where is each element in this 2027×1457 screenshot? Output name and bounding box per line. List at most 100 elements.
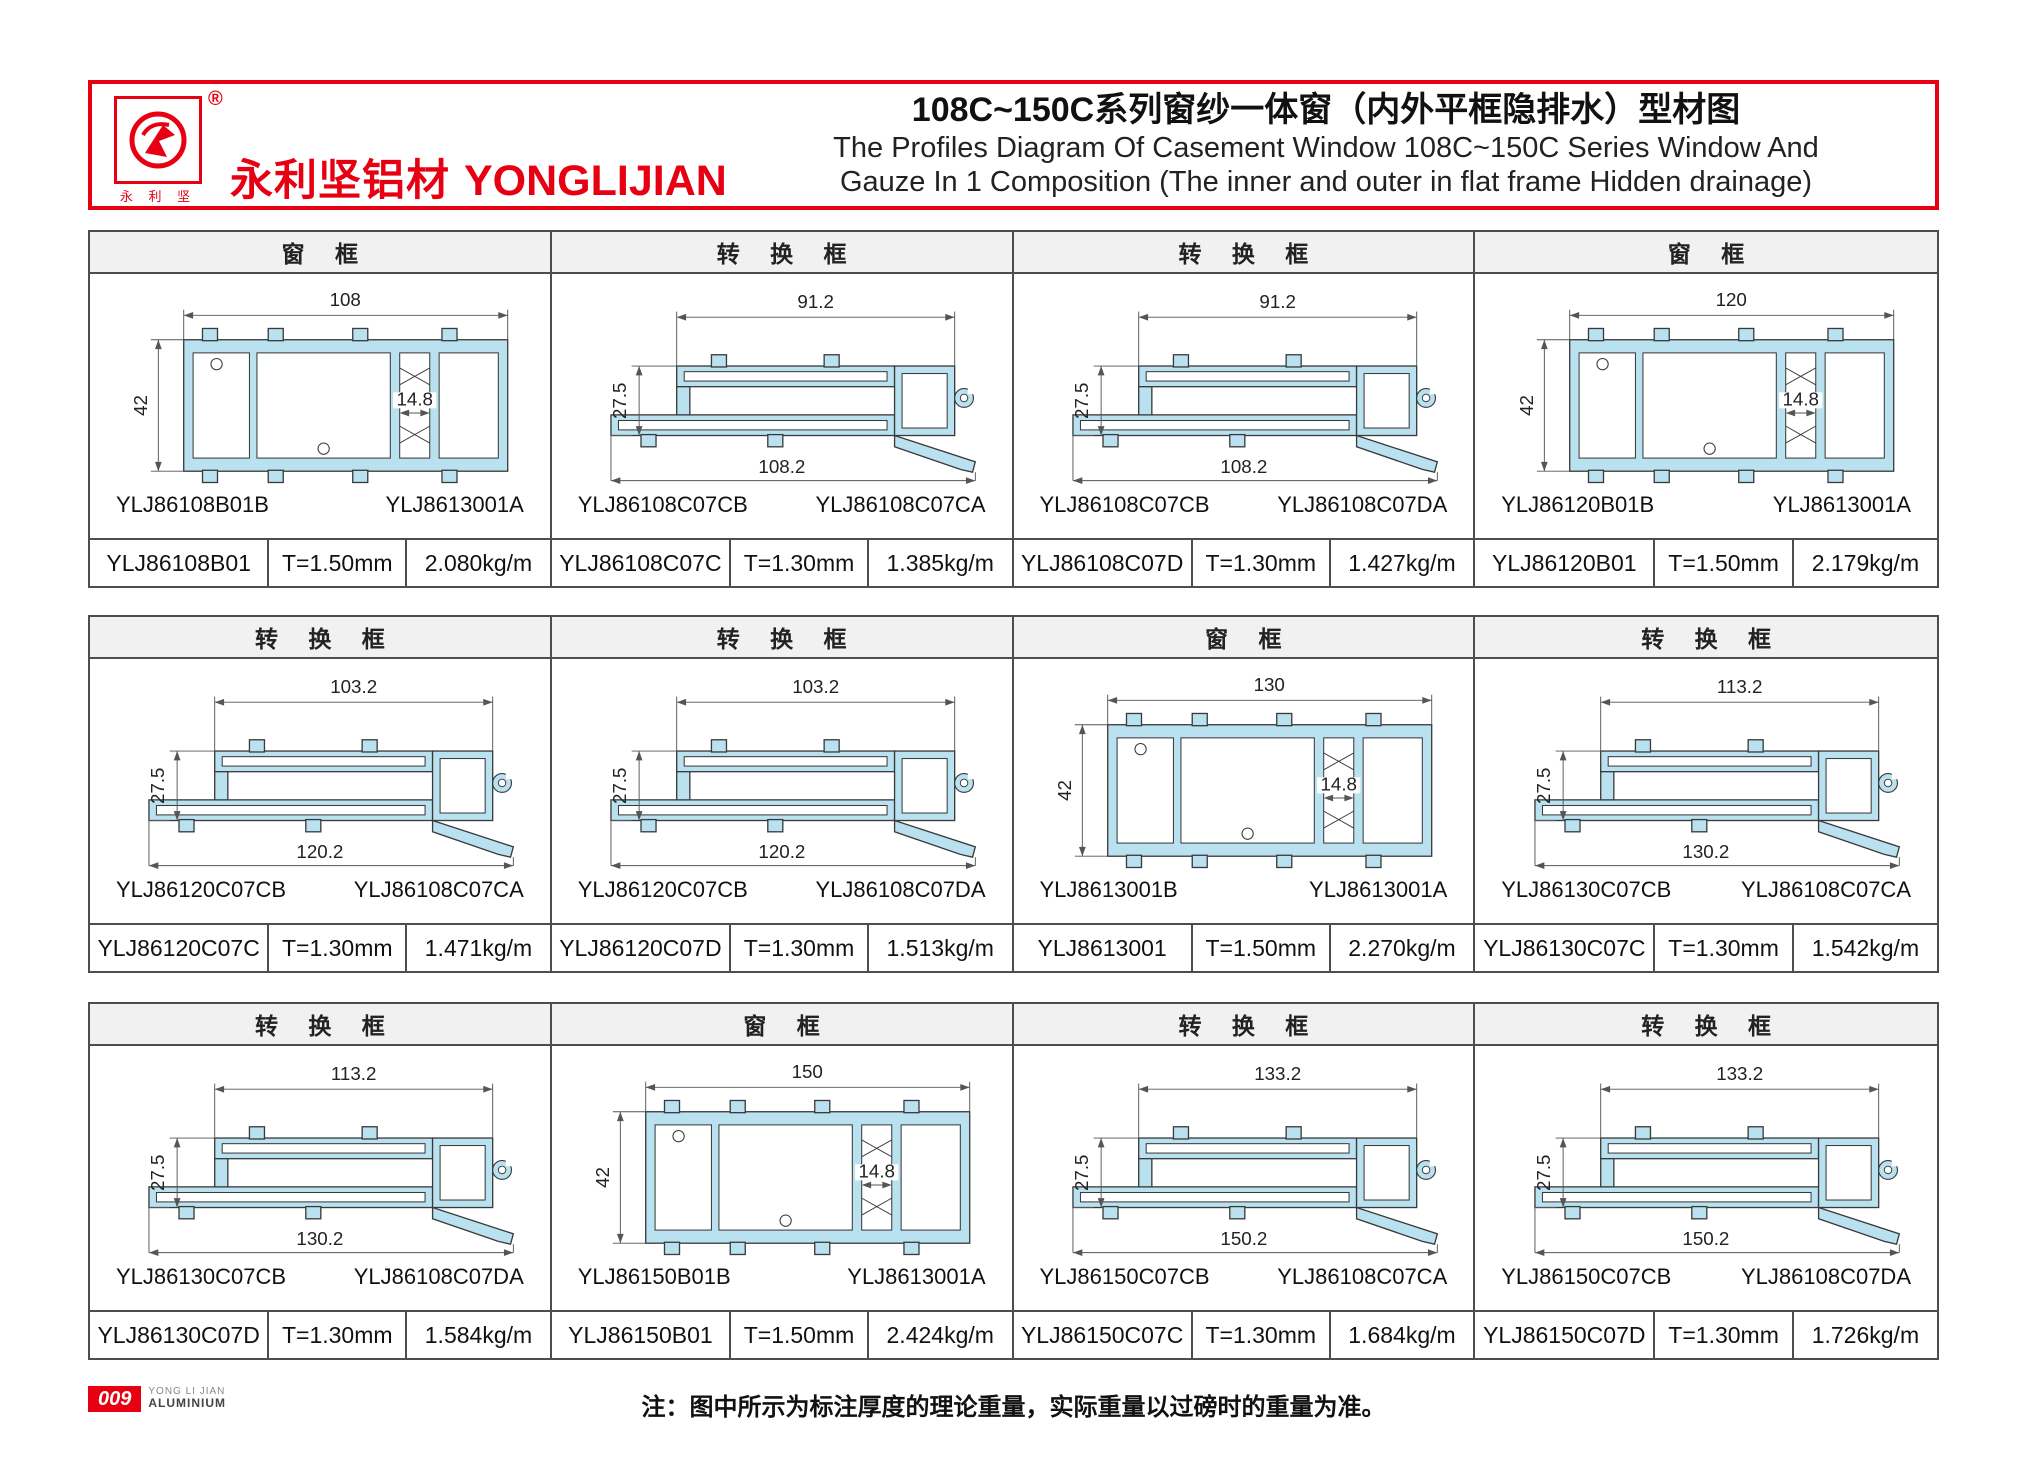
dimension-label: 103.2 [792, 676, 839, 697]
spec-code: YLJ86130C07D [90, 1312, 270, 1358]
cell-type-header: 转 换 框 [90, 617, 550, 659]
dimension-label: 150 [791, 1061, 822, 1082]
conversion-frame-cross-section: 103.2 27.5 120.2 [609, 676, 976, 869]
part-number-right: YLJ8613001A [1772, 492, 1911, 517]
dimension-label: 120.2 [296, 841, 343, 862]
profile-drawing: 113.2 27.5 130.2 [90, 1046, 550, 1262]
part-number-right: YLJ86108C07CA [353, 877, 524, 902]
spec-thickness: T=1.30mm [731, 925, 869, 971]
page-title-en-line2: Gauze In 1 Composition (The inner and ou… [839, 166, 1813, 199]
brand-name-cn: 永利坚铝材 [230, 157, 450, 205]
part-number-right: YLJ8613001A [847, 1264, 986, 1289]
profile-drawing: 103.2 27.5 120.2 [90, 659, 550, 875]
profile-drawing: 91.2 27.5 108.2 [552, 274, 1012, 490]
spec-weight: 2.179kg/m [1811, 549, 1920, 576]
cell-type-header: 转 换 框 [1475, 617, 1937, 659]
dimension-label: 113.2 [331, 1063, 377, 1084]
dimension-label: 42 [1516, 395, 1537, 416]
part-number-left: YLJ86150C07CB [1501, 1264, 1672, 1289]
logo-caption: 永 利 坚 [119, 189, 197, 204]
profile-cell: 转 换 框 103.2 27.5 120.2 YLJ86120C07CB YLJ8… [90, 617, 552, 971]
dimension-label: 27.5 [1533, 1155, 1554, 1192]
spec-code: YLJ86120C07D [552, 925, 732, 971]
profile-drawing: 103.2 27.5 120.2 [552, 659, 1012, 875]
spec-code: YLJ8613001 [1014, 925, 1193, 971]
spec-code: YLJ86130C07C [1475, 925, 1656, 971]
profile-cell: 转 换 框 91.2 27.5 108.2 YLJ86108C07CB YLJ86… [551, 232, 1014, 586]
cell-type-header: 窗 框 [551, 1004, 1012, 1046]
brand-name: 永利坚铝材 YONGLIJIAN [230, 146, 727, 208]
dimension-label: 42 [130, 395, 151, 416]
page-title-block: 108C~150C系列窗纱一体窗（内外平框隐排水）型材图 The Profile… [731, 90, 1921, 199]
dimension-label: 108.2 [1220, 456, 1267, 477]
spec-thickness: T=1.50mm [1655, 540, 1794, 586]
dimension-label: 150.2 [1220, 1228, 1267, 1249]
part-number-left: YLJ86120C07CB [577, 877, 748, 902]
dimension-label: 133.2 [1254, 1063, 1301, 1084]
profile-drawing: 120 42 14.8 [1475, 274, 1937, 490]
profile-drawing: 133.2 27.5 150.2 [1475, 1046, 1937, 1262]
spec-thickness: T=1.30mm [269, 1312, 408, 1358]
conversion-frame-cross-section: 113.2 27.5 130.2 [147, 1063, 515, 1256]
cell-type-header: 转 换 框 [1475, 1004, 1937, 1046]
dimension-label: 27.5 [147, 768, 168, 805]
window-frame-cross-section: 130 42 14.8 [1054, 674, 1432, 869]
profile-cell: 窗 框 130 42 14.8 YLJ8613001B YLJ8613001A Y… [1013, 617, 1476, 971]
profile-cell: 窗 框 150 42 14.8 YLJ86150B01B YLJ8613001A … [551, 1004, 1014, 1358]
part-number-left: YLJ86120B01B [1501, 492, 1655, 517]
profile-drawing: 113.2 27.5 130.2 [1475, 659, 1937, 875]
conversion-frame-cross-section: 133.2 27.5 150.2 [1070, 1063, 1438, 1256]
spec-thickness: T=1.30mm [1655, 925, 1794, 971]
part-number-right: YLJ86108C07CA [1277, 1264, 1448, 1289]
dimension-label: 150.2 [1683, 1228, 1730, 1249]
spec-code: YLJ86120B01 [1475, 540, 1656, 586]
profile-row-2: 转 换 框 103.2 27.5 120.2 YLJ86120C07CB YLJ8… [88, 615, 1939, 973]
window-frame-cross-section: 108 42 14.8 [130, 289, 509, 484]
page-title-en-line1: The Profiles Diagram Of Casement Window … [833, 131, 1819, 164]
spec-weight: 2.424kg/m [886, 1321, 994, 1348]
part-number-left: YLJ8613001B [1039, 877, 1178, 902]
spec-thickness: T=1.30mm [731, 540, 869, 586]
conversion-frame-cross-section: 113.2 27.5 130.2 [1533, 676, 1901, 869]
conversion-frame-cross-section: 103.2 27.5 120.2 [147, 676, 515, 869]
dimension-label: 14.8 [396, 388, 433, 409]
spec-weight: 1.542kg/m [1811, 934, 1920, 961]
dimension-label: 133.2 [1716, 1063, 1763, 1084]
profile-cell: 窗 框 120 42 14.8 YLJ86120B01B YLJ8613001A … [1475, 232, 1937, 586]
profile-row-1: 窗 框 108 42 14.8 YLJ86108B01B YLJ8613001A … [88, 230, 1939, 588]
spec-weight: 1.684kg/m [1348, 1321, 1456, 1348]
spec-thickness: T=1.30mm [1193, 1312, 1331, 1358]
part-number-right: YLJ8613001A [1309, 877, 1448, 902]
spec-weight: 2.270kg/m [1348, 934, 1456, 961]
profile-cell: 转 换 框 113.2 27.5 130.2 YLJ86130C07CB YLJ8… [1475, 617, 1937, 971]
spec-weight: 2.080kg/m [424, 549, 533, 576]
spec-weight: 1.584kg/m [424, 1321, 533, 1348]
part-number-left: YLJ86108C07CB [577, 492, 748, 517]
dimension-label: 27.5 [147, 1155, 168, 1192]
spec-code: YLJ86150B01 [552, 1312, 732, 1358]
spec-thickness: T=1.30mm [1193, 540, 1331, 586]
spec-code: YLJ86108B01 [90, 540, 270, 586]
cell-type-header: 转 换 框 [90, 1004, 550, 1046]
cell-type-header: 窗 框 [1013, 617, 1474, 659]
spec-weight: 1.385kg/m [886, 549, 994, 576]
profile-cell: 转 换 框 133.2 27.5 150.2 YLJ86150C07CB YLJ8… [1013, 1004, 1476, 1358]
profile-cell: 窗 框 108 42 14.8 YLJ86108B01B YLJ8613001A … [90, 232, 552, 586]
dimension-label: 113.2 [1717, 676, 1763, 697]
part-number-right: YLJ86108C07DA [815, 877, 986, 902]
part-number-left: YLJ86108C07CB [1039, 492, 1210, 517]
profile-drawing: 130 42 14.8 [1014, 659, 1474, 875]
part-number-right: YLJ86108C07DA [1277, 492, 1448, 517]
part-number-right: YLJ86108C07DA [353, 1264, 524, 1289]
dimension-label: 103.2 [330, 676, 377, 697]
dimension-label: 27.5 [1070, 383, 1091, 420]
spec-weight: 1.513kg/m [886, 934, 994, 961]
profile-drawing: 91.2 27.5 108.2 [1014, 274, 1474, 490]
profile-row-3: 转 换 框 113.2 27.5 130.2 YLJ86130C07CB YLJ8… [88, 1002, 1939, 1360]
dimension-label: 14.8 [1783, 388, 1820, 409]
spec-thickness: T=1.30mm [1655, 1312, 1794, 1358]
spec-thickness: T=1.50mm [269, 540, 408, 586]
profile-cell: 转 换 框 91.2 27.5 108.2 YLJ86108C07CB YLJ86… [1013, 232, 1476, 586]
spec-code: YLJ86108C07D [1014, 540, 1193, 586]
cell-type-header: 转 换 框 [551, 617, 1012, 659]
